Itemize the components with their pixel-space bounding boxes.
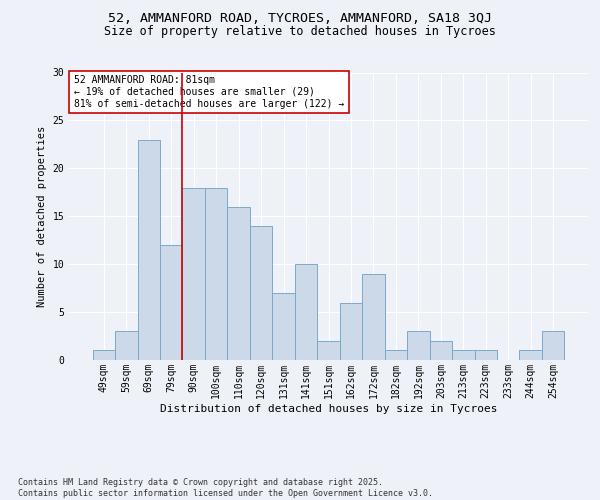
Bar xyxy=(340,302,362,360)
Text: Size of property relative to detached houses in Tycroes: Size of property relative to detached ho… xyxy=(104,25,496,38)
Y-axis label: Number of detached properties: Number of detached properties xyxy=(37,126,47,307)
Bar xyxy=(317,341,340,360)
Bar xyxy=(407,331,430,360)
Bar xyxy=(542,331,565,360)
Bar xyxy=(182,188,205,360)
Bar xyxy=(137,140,160,360)
Bar xyxy=(92,350,115,360)
Bar xyxy=(250,226,272,360)
Text: 52, AMMANFORD ROAD, TYCROES, AMMANFORD, SA18 3QJ: 52, AMMANFORD ROAD, TYCROES, AMMANFORD, … xyxy=(108,12,492,26)
Bar xyxy=(227,206,250,360)
Bar xyxy=(272,293,295,360)
Bar xyxy=(475,350,497,360)
Bar xyxy=(205,188,227,360)
Bar xyxy=(295,264,317,360)
Bar xyxy=(452,350,475,360)
X-axis label: Distribution of detached houses by size in Tycroes: Distribution of detached houses by size … xyxy=(160,404,497,413)
Bar xyxy=(362,274,385,360)
Bar xyxy=(430,341,452,360)
Bar xyxy=(385,350,407,360)
Bar xyxy=(115,331,137,360)
Bar xyxy=(160,245,182,360)
Bar xyxy=(520,350,542,360)
Text: 52 AMMANFORD ROAD: 81sqm
← 19% of detached houses are smaller (29)
81% of semi-d: 52 AMMANFORD ROAD: 81sqm ← 19% of detach… xyxy=(74,76,344,108)
Text: Contains HM Land Registry data © Crown copyright and database right 2025.
Contai: Contains HM Land Registry data © Crown c… xyxy=(18,478,433,498)
